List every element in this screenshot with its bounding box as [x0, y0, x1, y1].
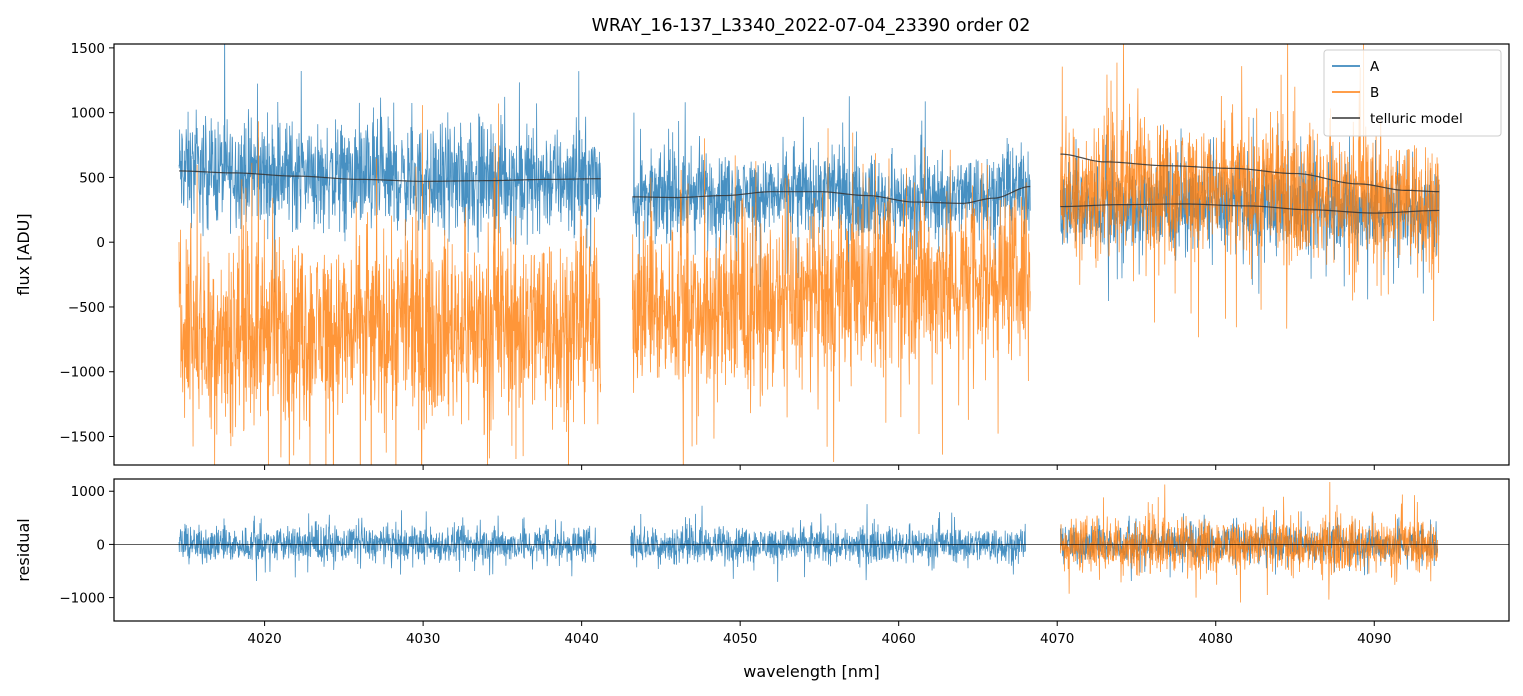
flux-y-tick-label: 1000 — [71, 106, 105, 122]
flux-axis-label: flux [ADU] — [14, 213, 33, 295]
flux-y-tick-label: −1000 — [59, 365, 105, 381]
wavelength-x-tick-label: 4080 — [1199, 631, 1233, 647]
residual-b-segment-1 — [1059, 481, 1439, 603]
telluric-model-curve-2 — [632, 185, 1031, 204]
series-b-segment-2 — [631, 128, 1031, 465]
residual-axis-ticks: −1000 0 1000 4020 4030 4040 4050 4060 4070 4080 40… — [59, 484, 1391, 647]
residual-panel: −1000 0 1000 4020 4030 4040 4050 4060 4070 4080 40… — [14, 478, 1510, 681]
wavelength-x-tick-label: 4060 — [882, 631, 916, 647]
legend-box — [1323, 49, 1502, 137]
series-a-segment-2 — [631, 96, 1031, 287]
residual-a-segment-1 — [178, 510, 597, 582]
wavelength-x-tick-label: 4070 — [1040, 631, 1074, 647]
wavelength-x-tick-label: 4090 — [1357, 631, 1391, 647]
flux-y-tick-label: 1500 — [71, 41, 105, 57]
flux-y-tick-label: 0 — [96, 235, 105, 251]
flux-y-tick-label: −500 — [68, 300, 105, 316]
residual-y-tick-label: 0 — [96, 537, 105, 553]
legend-label: telluric model — [1370, 111, 1463, 127]
figure-title: WRAY_16-137_L3340_2022-07-04_23390 order… — [592, 16, 1031, 36]
residual-plot-area — [114, 481, 1509, 603]
telluric-model-curve-1 — [178, 170, 601, 182]
telluric-model-line — [178, 153, 1440, 214]
wavelength-axis-label: wavelength [nm] — [743, 662, 880, 681]
flux-y-tick-label: −1500 — [59, 430, 105, 446]
series-a-segment-1 — [178, 44, 602, 293]
flux-axis-ticks: −1500 −1000 −500 0 500 1000 1500 — [59, 41, 1375, 470]
telluric-model-curve-3 — [1060, 153, 1440, 193]
residual-axes-frame — [113, 478, 1510, 622]
residual-y-tick-label: 1000 — [71, 484, 105, 500]
residual-y-tick-label: −1000 — [59, 591, 105, 607]
residual-a-segment-2 — [630, 504, 1026, 582]
telluric-model-curve-4 — [1060, 203, 1440, 214]
wavelength-x-tick-label: 4030 — [406, 631, 440, 647]
legend-label: A — [1370, 59, 1380, 75]
flux-panel: −1500 −1000 −500 0 500 1000 1500 flux [ADU] AB… — [14, 41, 1510, 470]
wavelength-x-tick-label: 4020 — [247, 631, 281, 647]
series-b-segment-1 — [178, 103, 602, 465]
legend-label: B — [1370, 85, 1379, 101]
residual-series-b — [1059, 481, 1439, 603]
flux-axes-frame — [113, 43, 1510, 466]
wavelength-x-tick-label: 4050 — [723, 631, 757, 647]
residual-axis-label: residual — [14, 518, 33, 581]
wavelength-x-tick-label: 4040 — [564, 631, 598, 647]
flux-y-tick-label: 500 — [79, 170, 105, 186]
